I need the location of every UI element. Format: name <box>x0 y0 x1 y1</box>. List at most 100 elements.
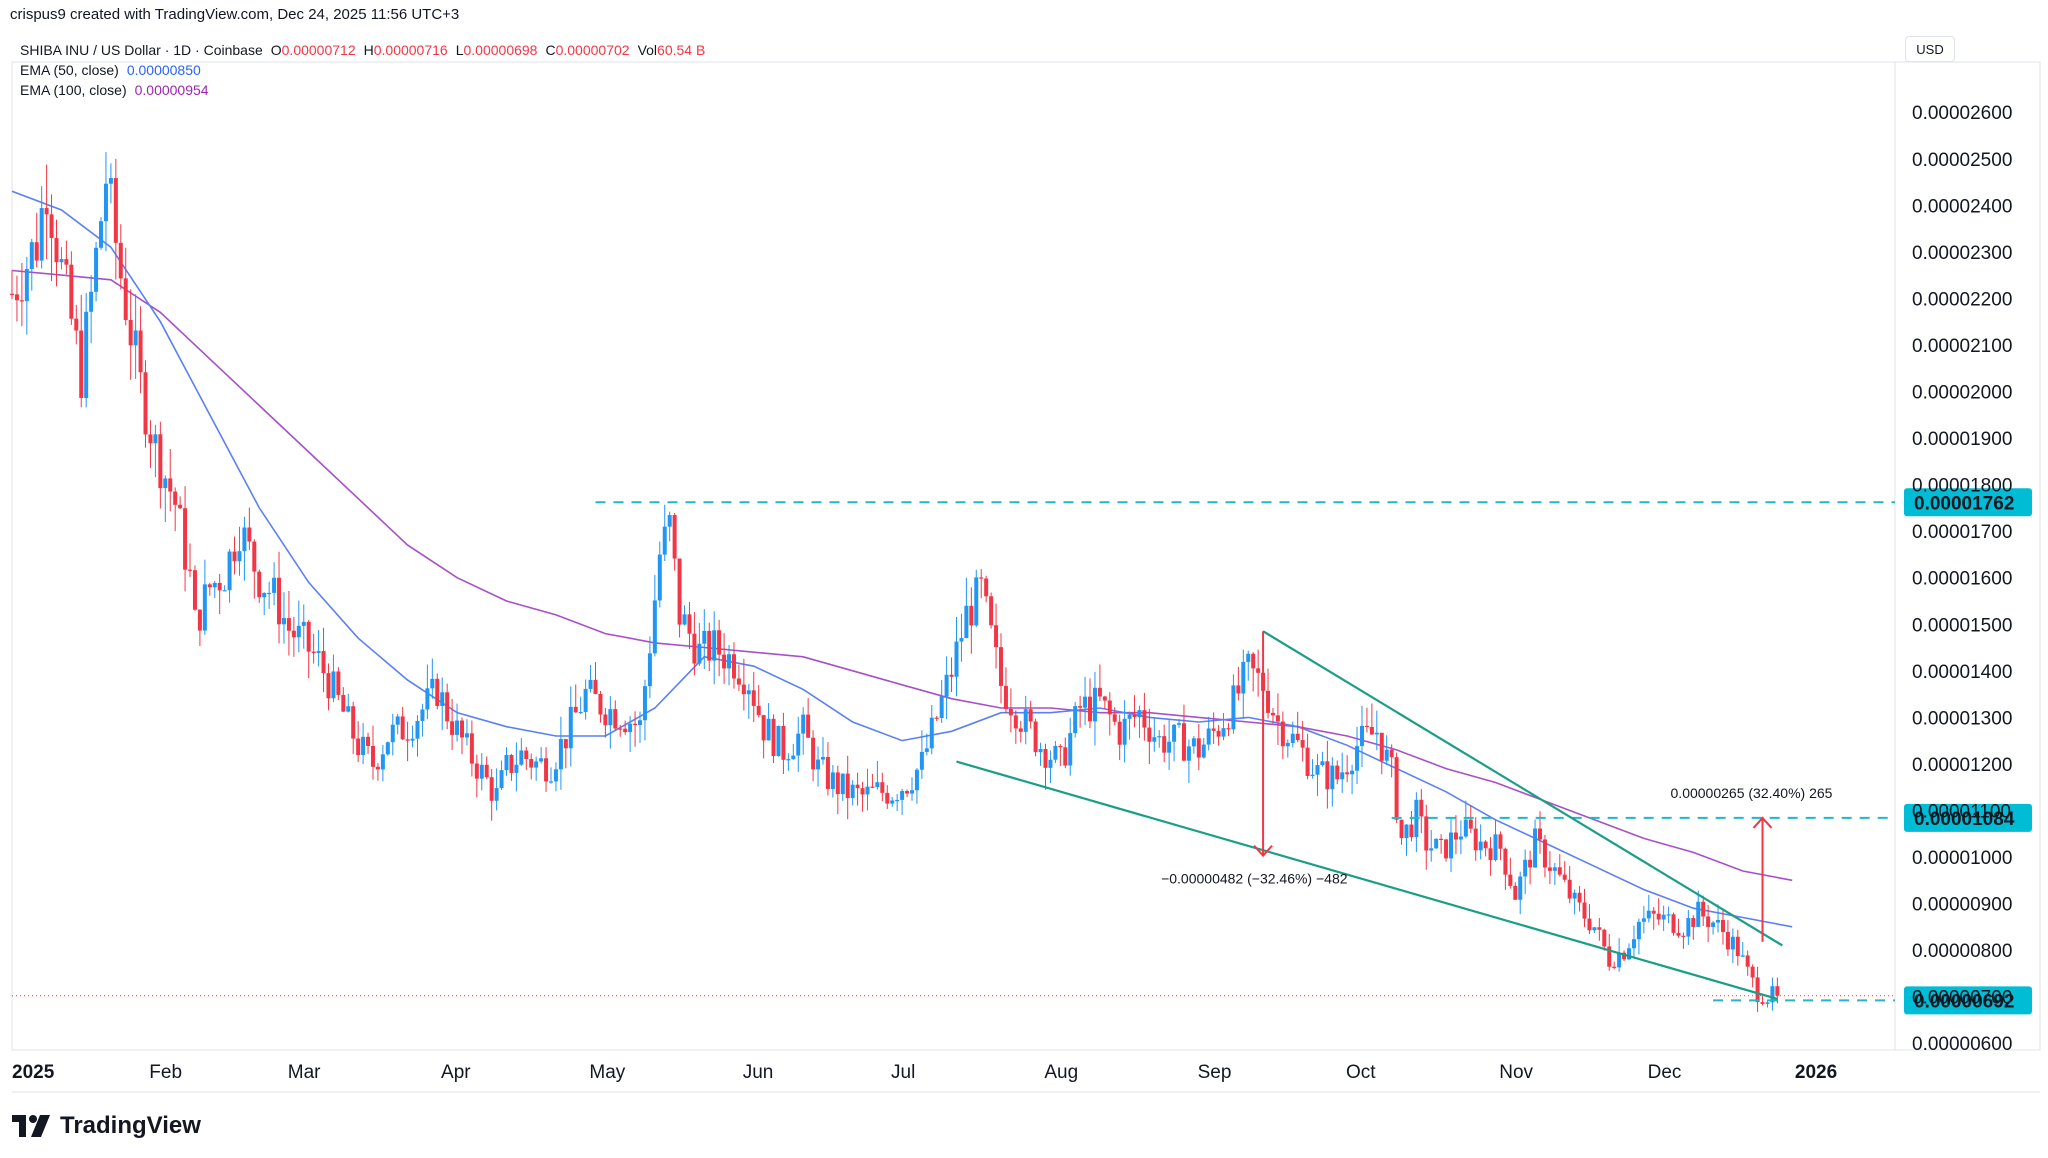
candle-body <box>598 693 603 715</box>
candle-body <box>905 791 910 794</box>
candle-body <box>1181 723 1186 761</box>
candle-body <box>731 654 736 679</box>
candle-body <box>34 242 39 261</box>
high-value: 0.00000716 <box>373 42 448 58</box>
candle-body <box>252 541 257 572</box>
candle-body <box>979 577 984 579</box>
candle-body <box>727 654 732 669</box>
x-tick-label: Nov <box>1499 1062 1533 1083</box>
ema100-label: EMA (100, close) <box>20 82 127 98</box>
x-tick-label: Feb <box>149 1062 182 1083</box>
candle-body <box>1102 696 1107 701</box>
candle-body <box>697 643 702 664</box>
candle-body <box>914 769 919 791</box>
close-value: 0.00000702 <box>555 42 630 58</box>
candle-body <box>1147 727 1152 742</box>
candle-body <box>207 584 212 588</box>
candle-body <box>969 605 974 626</box>
candle-body <box>939 696 944 719</box>
currency-button[interactable]: USD <box>1905 36 1955 62</box>
candle-body <box>1582 902 1587 919</box>
candle-body <box>375 766 380 770</box>
candle-body <box>1770 986 1775 1003</box>
candle-body <box>1567 879 1572 899</box>
symbol-title[interactable]: SHIBA INU / US Dollar · 1D · Coinbase <box>20 42 263 58</box>
high-label: H <box>363 42 374 58</box>
y-tick-label: 0.00000700 <box>1912 988 2012 1009</box>
candle-body <box>1359 725 1364 747</box>
candle-body <box>272 577 277 593</box>
candle-body <box>1646 910 1651 919</box>
candle-body <box>316 651 321 653</box>
candle-body <box>1221 728 1226 737</box>
candle-body <box>113 178 118 243</box>
candle-body <box>1028 709 1033 722</box>
candle-body <box>1186 746 1191 761</box>
candle-body <box>138 330 143 373</box>
candle-body <box>1686 918 1691 937</box>
candle-body <box>1503 848 1508 875</box>
ema100-path <box>11 269 1793 882</box>
candle-body <box>1552 867 1557 871</box>
candle-body <box>1587 918 1592 931</box>
candle-body <box>1088 696 1093 722</box>
candle-body <box>1177 723 1182 725</box>
candle-body <box>657 554 662 601</box>
candle-body <box>1369 727 1374 735</box>
ema50-label: EMA (50, close) <box>20 62 119 78</box>
candle-body <box>1740 955 1745 957</box>
candle-body <box>865 786 870 795</box>
ema50-value: 0.00000850 <box>126 62 201 78</box>
candle-body <box>1196 738 1201 758</box>
chart-legend: SHIBA INU / US Dollar · 1D · Coinbase O0… <box>20 40 705 100</box>
ema100-legend-row[interactable]: EMA (100, close) 0.00000954 <box>20 80 705 100</box>
candle-body <box>400 716 405 740</box>
support-level-label-bg <box>1904 986 2032 1015</box>
candle-body <box>1137 710 1142 718</box>
candles <box>10 152 1780 1012</box>
candle-body <box>781 725 786 760</box>
candle-body <box>1315 765 1320 775</box>
candle-body <box>326 673 331 699</box>
candle-body <box>257 571 262 598</box>
candle-body <box>524 750 529 760</box>
candle-body <box>1270 712 1275 716</box>
candle-body <box>1013 715 1018 729</box>
candle-body <box>707 630 712 661</box>
candle-body <box>49 214 54 239</box>
candle-body <box>1325 761 1330 790</box>
candle-body <box>306 621 311 652</box>
candle-body <box>464 733 469 738</box>
candle-body <box>1533 828 1538 868</box>
candle-body <box>1572 892 1577 899</box>
candle-body <box>504 755 509 771</box>
candle-body <box>860 788 865 795</box>
symbol-row[interactable]: SHIBA INU / US Dollar · 1D · Coinbase O0… <box>20 40 705 60</box>
candle-body <box>301 621 306 626</box>
candle-body <box>1335 765 1340 780</box>
candle-body <box>1038 748 1043 753</box>
candle-body <box>1350 770 1355 775</box>
candle-body <box>1483 841 1488 849</box>
candle-body <box>712 630 717 661</box>
candle-body <box>702 630 707 644</box>
candle-body <box>1236 685 1241 694</box>
candle-body <box>964 605 969 639</box>
candle-body <box>1241 661 1246 694</box>
candle-body <box>1394 757 1399 820</box>
ema50-legend-row[interactable]: EMA (50, close) 0.00000850 <box>20 60 705 80</box>
candle-body <box>1429 848 1434 851</box>
drawings[interactable]: 0.00001762 0.00001084 0.00000692 −0.0000048… <box>12 488 2032 1015</box>
candle-body <box>1681 935 1686 937</box>
chart-border <box>11 61 2041 1051</box>
candle-body <box>919 751 924 770</box>
candle-body <box>1305 747 1310 777</box>
candle-body <box>143 372 148 435</box>
candle-body <box>1419 799 1424 817</box>
candle-body <box>1651 910 1656 914</box>
candle-body <box>989 596 994 626</box>
candle-body <box>1058 745 1063 748</box>
candle-body <box>1775 986 1780 996</box>
tradingview-logo[interactable]: TradingView <box>12 1112 201 1140</box>
